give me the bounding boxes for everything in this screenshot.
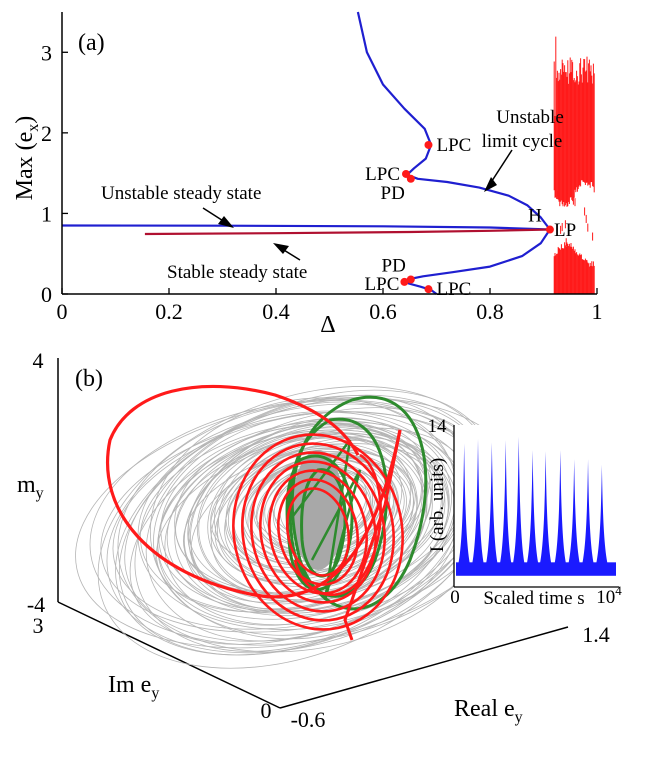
annotation-unstable-cycle-1: Unstable	[496, 107, 564, 128]
arrowhead-unstable-steady	[218, 216, 234, 228]
bifurcation-point	[400, 277, 409, 286]
green-loop	[285, 454, 354, 592]
panel-label-b: (b)	[75, 366, 103, 392]
im-axis	[57, 601, 281, 709]
unstable-branch-line	[356, 11, 551, 231]
re-tick-right: 1.4	[582, 622, 610, 647]
im-tick-top: 3	[33, 613, 44, 638]
inset-spike	[457, 443, 472, 570]
series-group	[61, 11, 551, 295]
red-strand	[343, 429, 402, 641]
x-axis-title-a: Δ	[320, 312, 335, 338]
panel-b: (b) 4 -4 3 0 -0.6 1.4 my Im ey Real ey 1…	[17, 348, 622, 732]
inset-xtick-right: 104	[596, 583, 622, 608]
bifurcation-point	[406, 275, 415, 284]
trajectory-red	[105, 384, 404, 641]
inset-trace	[456, 436, 616, 576]
im-tick-bottom: 0	[261, 698, 272, 723]
bifurcation-label: LPC	[365, 164, 400, 185]
inset-spike	[525, 450, 540, 570]
my-axis-title: my	[17, 472, 44, 502]
green-strand	[289, 439, 362, 601]
my-tick-bottom: -4	[27, 592, 45, 617]
y-tick-label: 0	[41, 282, 52, 307]
real-axis-title: Real ey	[454, 696, 523, 726]
arrowhead-stable-steady	[273, 243, 289, 254]
bifurcation-label: PD	[382, 255, 406, 276]
attractor-loop	[157, 417, 453, 626]
inset-spike	[498, 440, 513, 570]
bifurcation-label: LPC	[436, 279, 471, 300]
annotation-lp: LP	[554, 220, 576, 241]
x-ticks-a: 0 0.2 0.4 0.6 0.8 1	[57, 288, 603, 324]
unstable-branch-line	[61, 224, 550, 231]
x-tick-label: 0.8	[476, 299, 504, 324]
arrowhead-unstable-cycle	[484, 177, 497, 192]
panel-label-a: (a)	[78, 30, 105, 56]
bifurcation-label: PD	[381, 183, 405, 204]
inset-spike	[581, 459, 596, 570]
x-tick-label: 1	[592, 299, 603, 324]
inset-intensity: 14 0 104 Scaled time s I (arb. units)	[427, 416, 622, 609]
annotation-unstable-steady: Unstable steady state	[101, 183, 261, 204]
bifurcation-label: H	[528, 206, 542, 227]
inset-xtick-left: 0	[450, 587, 460, 608]
red-inner-loop	[232, 433, 404, 631]
inset-spike	[567, 459, 582, 570]
x-tick-label: 0.4	[262, 299, 290, 324]
inset-spike	[471, 438, 486, 570]
red-inner-loop	[250, 451, 386, 613]
attractor-loop	[174, 427, 450, 614]
red-inner-loop	[259, 460, 377, 604]
inset-spike	[511, 436, 526, 570]
unstable-branch-line	[406, 228, 551, 295]
inset-x-title: Scaled time s	[483, 588, 584, 609]
bifurcation-point	[545, 225, 554, 234]
x-tick-label: 0	[57, 299, 68, 324]
red-inner-loop	[268, 469, 368, 595]
red-connector	[293, 453, 382, 597]
red-inner-loop	[285, 487, 351, 577]
y-tick-label: 3	[41, 40, 52, 65]
plot-area-a	[62, 12, 597, 294]
bifurcation-label: LPC	[365, 274, 400, 295]
re-tick-left: -0.6	[291, 707, 326, 732]
inset-spike	[553, 450, 568, 570]
im-axis-title: Im ey	[108, 672, 159, 702]
chaos-band	[553, 36, 595, 294]
red-outer-loop	[105, 384, 402, 599]
red-inner-loop	[241, 442, 395, 622]
inset-ytick-top: 14	[428, 416, 448, 437]
red-inner-loop	[276, 478, 360, 586]
y-tick-label: 2	[41, 121, 52, 146]
inset-spike	[538, 451, 553, 570]
bifurcation-point	[424, 140, 433, 149]
inset-spike	[484, 442, 499, 570]
annotation-unstable-cycle-2: limit cycle	[482, 131, 563, 152]
inset-y-title: I (arb. units)	[427, 458, 448, 552]
y-axis-title-a: Max (ex)	[12, 116, 42, 201]
x-tick-label: 0.2	[155, 299, 183, 324]
attractor-loop	[160, 424, 449, 612]
attractor-loop	[182, 443, 445, 594]
x-tick-label: 0.6	[369, 299, 397, 324]
inset-spike	[594, 464, 609, 570]
real-axis	[279, 626, 569, 709]
bifurcation-point	[424, 285, 433, 294]
my-tick-top: 4	[33, 348, 44, 373]
stable-branch-line	[144, 228, 550, 236]
y-tick-label: 1	[41, 201, 52, 226]
y-ticks-a: 0 1 2 3	[41, 40, 68, 307]
bifurcation-label: LPC	[436, 135, 471, 156]
bifurcation-point	[406, 174, 415, 183]
annotation-stable-steady: Stable steady state	[167, 262, 307, 283]
